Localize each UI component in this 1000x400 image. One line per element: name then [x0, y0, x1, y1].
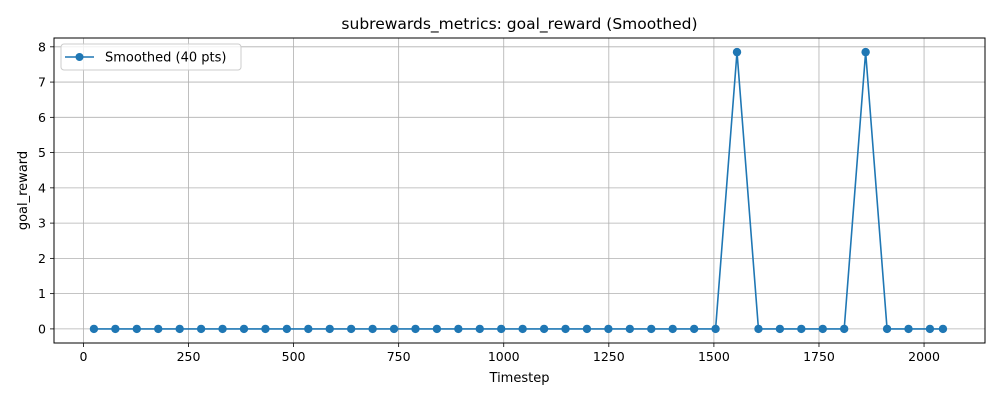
data-point — [325, 324, 334, 334]
data-point — [475, 324, 484, 334]
data-point — [754, 324, 763, 334]
data-point — [818, 324, 827, 334]
x-tick-label: 1750 — [803, 349, 835, 364]
x-axis-title: Timestep — [489, 371, 550, 386]
data-point — [861, 47, 870, 57]
data-point — [389, 324, 399, 334]
data-point — [175, 324, 184, 334]
data-point — [432, 324, 442, 334]
chart-title: subrewards_metrics: goal_reward (Smoothe… — [341, 15, 697, 34]
data-point — [904, 324, 913, 334]
legend-label: Smoothed (40 pts) — [105, 51, 226, 66]
x-tick-label: 2000 — [908, 349, 940, 364]
data-point — [582, 324, 592, 334]
data-point — [882, 324, 892, 334]
data-point — [938, 324, 948, 334]
data-point — [539, 324, 549, 334]
data-point — [196, 324, 206, 334]
data-point — [797, 324, 806, 334]
y-tick-label: 6 — [38, 110, 46, 125]
data-point — [89, 324, 99, 334]
y-tick-label: 4 — [38, 180, 46, 195]
data-point — [647, 324, 656, 334]
plot-frame — [53, 37, 986, 344]
y-tick-label: 8 — [38, 39, 46, 54]
data-point — [111, 324, 120, 334]
legend: Smoothed (40 pts) — [60, 43, 242, 71]
data-point — [454, 324, 463, 334]
data-point — [304, 324, 313, 334]
x-tick-label: 1000 — [488, 349, 520, 364]
data-point — [518, 324, 527, 334]
y-tick-label: 2 — [38, 251, 46, 266]
data-point — [925, 324, 935, 334]
x-tick-label: 0 — [79, 349, 87, 364]
data-point — [497, 324, 506, 334]
data-point — [346, 324, 356, 334]
series-layer — [89, 47, 948, 334]
y-tick-label: 7 — [38, 75, 46, 90]
data-point — [625, 324, 635, 334]
data-point — [668, 324, 677, 334]
x-tick-label: 1250 — [593, 349, 625, 364]
y-tick-label: 3 — [38, 216, 46, 231]
x-tick-label: 500 — [282, 349, 306, 364]
y-tick-label: 0 — [38, 321, 46, 336]
legend-box — [60, 43, 242, 71]
data-point — [261, 324, 270, 334]
data-point — [282, 324, 292, 334]
data-point — [839, 324, 849, 334]
y-tick-label: 5 — [38, 145, 46, 160]
data-point — [132, 324, 142, 334]
data-point — [775, 324, 785, 334]
data-point — [604, 324, 613, 334]
data-point — [689, 324, 699, 334]
x-tick-label: 750 — [387, 349, 411, 364]
data-point — [561, 324, 570, 334]
y-axis-title: goal_reward — [16, 151, 31, 230]
data-point — [732, 47, 742, 57]
data-point — [711, 324, 720, 334]
legend-marker — [75, 53, 84, 61]
data-point — [368, 324, 377, 334]
x-tick-label: 250 — [177, 349, 201, 364]
y-tick-label: 1 — [38, 286, 46, 301]
ticks: 0 250 500 750 1000 1250 1500 1750 2000 0 1 2 3 4 5 6 7 8 — [38, 39, 940, 364]
data-point — [411, 324, 420, 334]
data-point — [239, 324, 249, 334]
x-tick-label: 1500 — [698, 349, 730, 364]
data-point — [218, 324, 227, 334]
data-point — [154, 324, 163, 334]
